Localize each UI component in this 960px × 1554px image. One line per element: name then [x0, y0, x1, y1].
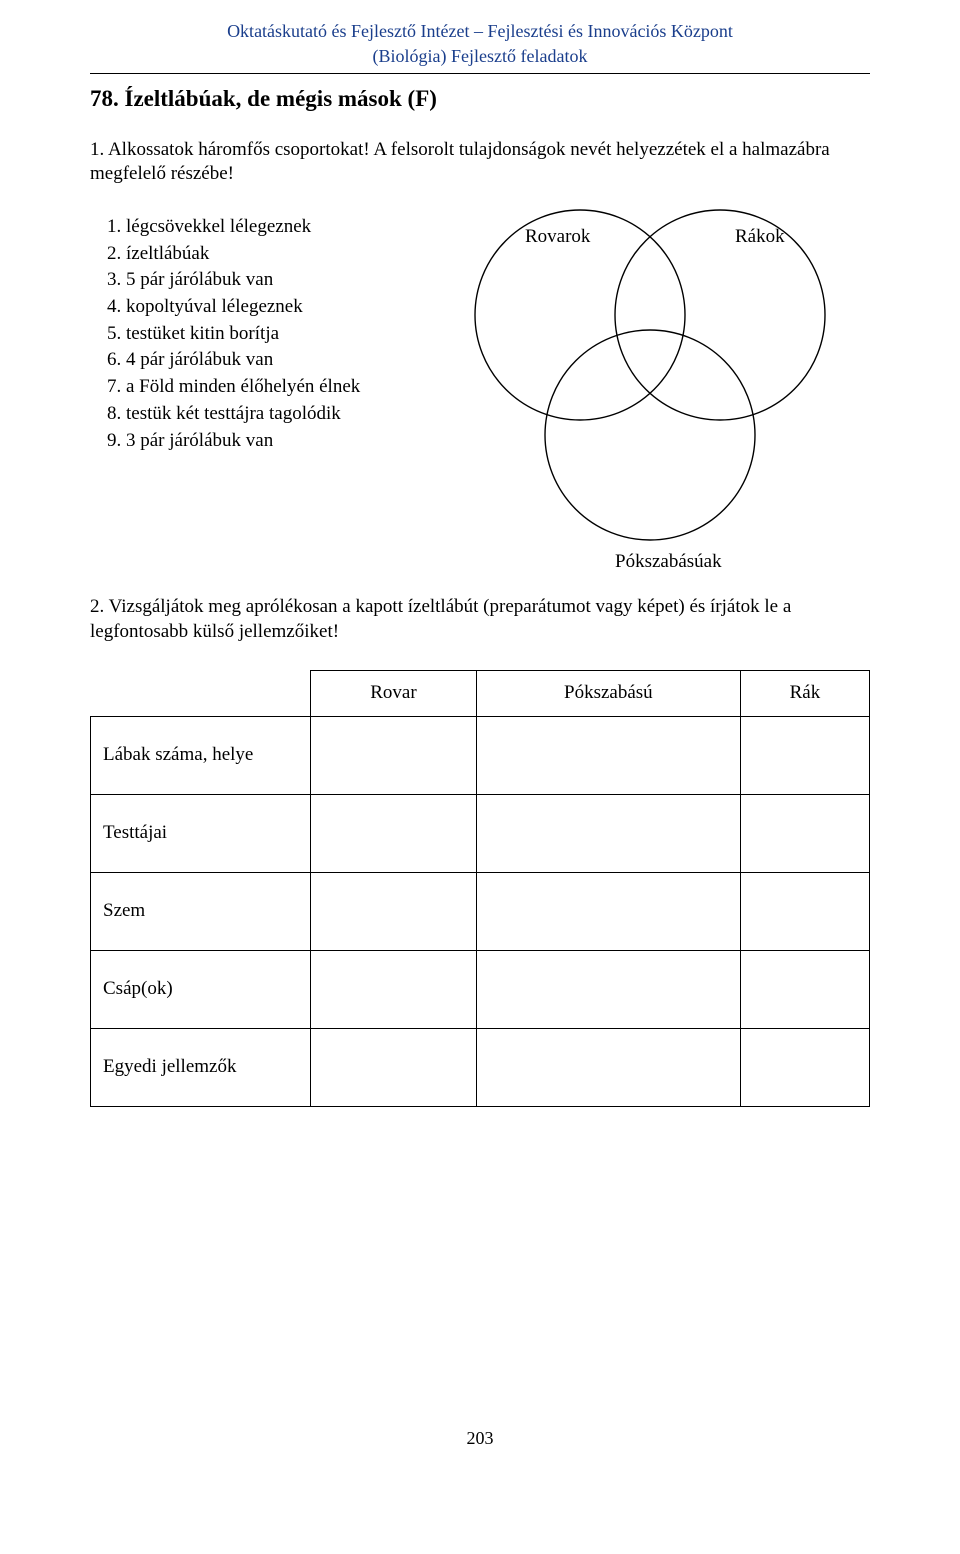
cell	[311, 873, 477, 951]
row-label: Egyedi jellemzők	[91, 1029, 311, 1107]
q1-content-row: légcsövekkel lélegeznek ízeltlábúak 5 pá…	[90, 215, 870, 575]
cell	[740, 873, 869, 951]
header-rule	[90, 73, 870, 74]
cell	[476, 951, 740, 1029]
list-item: 4 pár járólábuk van	[126, 348, 410, 373]
q2-text: 2. Vizsgáljátok meg aprólékosan a kapott…	[90, 595, 870, 644]
venn-label-rovarok: Rovarok	[525, 225, 590, 250]
property-list: légcsövekkel lélegeznek ízeltlábúak 5 pá…	[90, 215, 410, 455]
cell	[740, 795, 869, 873]
list-item: 5 pár járólábuk van	[126, 268, 410, 293]
cell	[476, 795, 740, 873]
page-title: 78. Ízeltlábúak, de mégis mások (F)	[90, 84, 870, 114]
venn-circle-pokszabasuak	[545, 330, 755, 540]
list-item: a Föld minden élőhelyén élnek	[126, 375, 410, 400]
table-row: Testtájai	[91, 795, 870, 873]
cell	[740, 717, 869, 795]
table-row: Egyedi jellemzők	[91, 1029, 870, 1107]
row-label: Testtájai	[91, 795, 311, 873]
list-item: testük két testtájra tagolódik	[126, 402, 410, 427]
cell	[311, 1029, 477, 1107]
feature-table: Rovar Pókszabású Rák Lábak száma, helye …	[90, 670, 870, 1107]
cell	[476, 873, 740, 951]
table-header-rak: Rák	[740, 671, 869, 717]
venn-label-rakok: Rákok	[735, 225, 785, 250]
venn-label-pokszabasuak: Pókszabásúak	[615, 550, 722, 575]
list-item: légcsövekkel lélegeznek	[126, 215, 410, 240]
row-label: Lábak száma, helye	[91, 717, 311, 795]
list-item: ízeltlábúak	[126, 242, 410, 267]
table-header-row: Rovar Pókszabású Rák	[91, 671, 870, 717]
cell	[311, 951, 477, 1029]
table-row: Csáp(ok)	[91, 951, 870, 1029]
venn-svg	[430, 195, 870, 585]
table-header-pokszabasu: Pókszabású	[476, 671, 740, 717]
cell	[740, 951, 869, 1029]
table-header-rovar: Rovar	[311, 671, 477, 717]
table-header-empty	[91, 671, 311, 717]
row-label: Szem	[91, 873, 311, 951]
cell	[476, 717, 740, 795]
table-row: Szem	[91, 873, 870, 951]
cell	[311, 795, 477, 873]
row-label: Csáp(ok)	[91, 951, 311, 1029]
cell	[476, 1029, 740, 1107]
header-subtitle: (Biológia) Fejlesztő feladatok	[90, 45, 870, 68]
list-item: kopoltyúval lélegeznek	[126, 295, 410, 320]
table-row: Lábak száma, helye	[91, 717, 870, 795]
list-item: testüket kitin borítja	[126, 322, 410, 347]
cell	[740, 1029, 869, 1107]
list-item: 3 pár járólábuk van	[126, 429, 410, 454]
cell	[311, 717, 477, 795]
page-number: 203	[90, 1427, 870, 1450]
header-institution: Oktatáskutató és Fejlesztő Intézet – Fej…	[90, 20, 870, 43]
venn-diagram: Rovarok Rákok Pókszabásúak	[430, 215, 870, 575]
venn-circle-rakok	[615, 210, 825, 420]
q1-intro: 1. Alkossatok háromfős csoportokat! A fe…	[90, 138, 870, 187]
